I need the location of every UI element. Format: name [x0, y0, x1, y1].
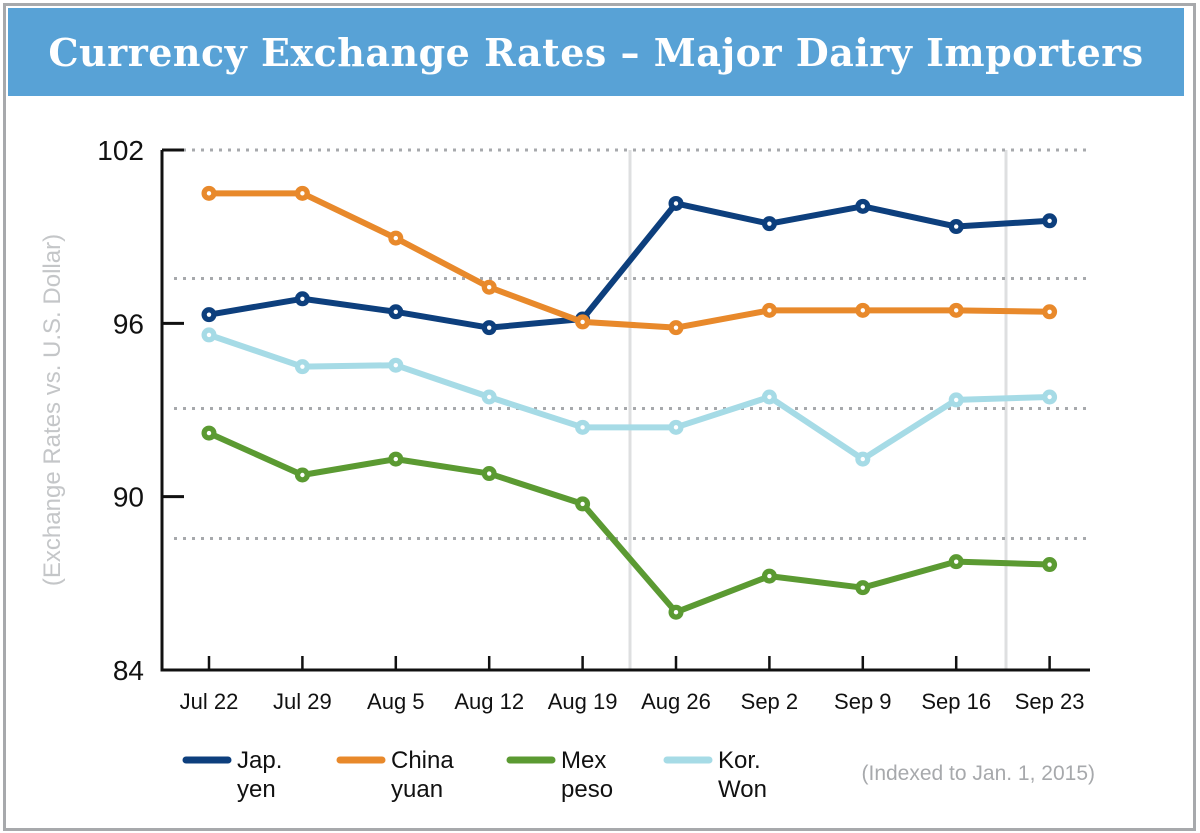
data-point-center	[1047, 394, 1052, 400]
x-tick-label: Jul 22	[180, 689, 239, 714]
data-point-center	[300, 472, 305, 478]
data-point-center	[954, 224, 959, 229]
data-point-center	[206, 332, 212, 338]
data-point-center	[487, 285, 492, 290]
data-point-center	[1047, 309, 1052, 314]
data-point-center	[673, 325, 679, 330]
data-point-center	[860, 308, 865, 313]
legend-label-line2: Won	[718, 776, 767, 803]
data-point-center	[206, 312, 212, 317]
x-tick-label: Jul 29	[273, 689, 332, 714]
data-point-center	[767, 308, 772, 313]
data-point-center	[673, 201, 679, 206]
data-point-center	[860, 204, 865, 209]
data-point-center	[393, 235, 398, 241]
legend-label-line2: yen	[237, 776, 276, 803]
legend-label-line2: yuan	[391, 776, 443, 803]
legend-item: Kor.Won	[663, 747, 767, 803]
x-tick-label: Aug 19	[548, 689, 618, 714]
data-point-center	[1047, 562, 1052, 567]
x-tick-label: Sep 23	[1015, 689, 1085, 714]
series-mex-peso	[201, 425, 1058, 620]
x-tick-label: Sep 16	[921, 689, 991, 714]
x-tick-label: Sep 9	[834, 689, 892, 714]
data-point-center	[1047, 218, 1052, 223]
legend-label: China	[391, 747, 454, 774]
data-point-center	[206, 191, 212, 196]
data-point-center	[673, 610, 679, 615]
data-point-center	[580, 501, 585, 507]
y-tick-label: 90	[113, 482, 144, 513]
data-point-center	[487, 471, 492, 476]
series-china-yuan	[201, 185, 1058, 336]
data-point-center	[300, 191, 305, 196]
data-point-center	[393, 363, 398, 368]
data-point-center	[580, 319, 585, 325]
series-group	[201, 185, 1058, 620]
y-axis-label: (Exchange Rates vs. U.S. Dollar)	[39, 234, 66, 586]
series-kor-won	[201, 327, 1058, 467]
y-axis-ticks: 102 96 90 84	[97, 135, 184, 686]
data-point-center	[393, 456, 398, 462]
x-tick-label: Aug 5	[367, 689, 425, 714]
data-point-center	[580, 425, 585, 430]
series-line	[206, 430, 1053, 616]
data-point-center	[954, 308, 959, 313]
title-bar: Currency Exchange Rates – Major Dairy Im…	[8, 8, 1184, 96]
data-point-center	[673, 425, 679, 430]
axes	[160, 150, 1090, 672]
chart-title: Currency Exchange Rates – Major Dairy Im…	[48, 29, 1144, 75]
x-tick-label: Aug 26	[641, 689, 711, 714]
legend-label: Jap.	[237, 747, 282, 774]
legend-item: Jap.yen	[182, 747, 282, 803]
series-line	[206, 331, 1053, 463]
legend-label: Mex	[561, 747, 606, 774]
data-point-center	[300, 364, 305, 369]
series-line	[206, 190, 1053, 331]
data-point-center	[767, 394, 772, 400]
data-point-center	[954, 397, 959, 403]
x-axis-ticks: Jul 22 Jul 29 Aug 5 Aug 12 Aug 19 Aug 26 Sep 2…	[180, 656, 1085, 714]
index-note: (Indexed to Jan. 1, 2015)	[862, 762, 1096, 785]
grid-lines	[174, 148, 1090, 670]
x-tick-label: Sep 2	[741, 689, 799, 714]
y-tick-label: 102	[97, 135, 144, 166]
data-point-center	[860, 585, 865, 590]
data-point-center	[767, 221, 772, 226]
legend-label: Kor.	[718, 747, 761, 774]
x-tick-label: Aug 12	[454, 689, 524, 714]
data-point-center	[393, 309, 398, 314]
data-point-center	[860, 456, 865, 462]
data-point-center	[954, 559, 959, 564]
series-jap-yen	[201, 195, 1058, 336]
chart-frame	[3, 3, 1196, 831]
y-tick-label: 84	[113, 655, 144, 686]
data-point-center	[206, 430, 212, 436]
data-point-center	[300, 296, 305, 301]
y-tick-label: 96	[113, 308, 144, 339]
data-point-center	[487, 394, 492, 400]
legend-label-line2: peso	[561, 776, 613, 803]
series-line	[206, 200, 1053, 331]
data-point-center	[487, 325, 492, 330]
data-point-center	[767, 573, 772, 579]
